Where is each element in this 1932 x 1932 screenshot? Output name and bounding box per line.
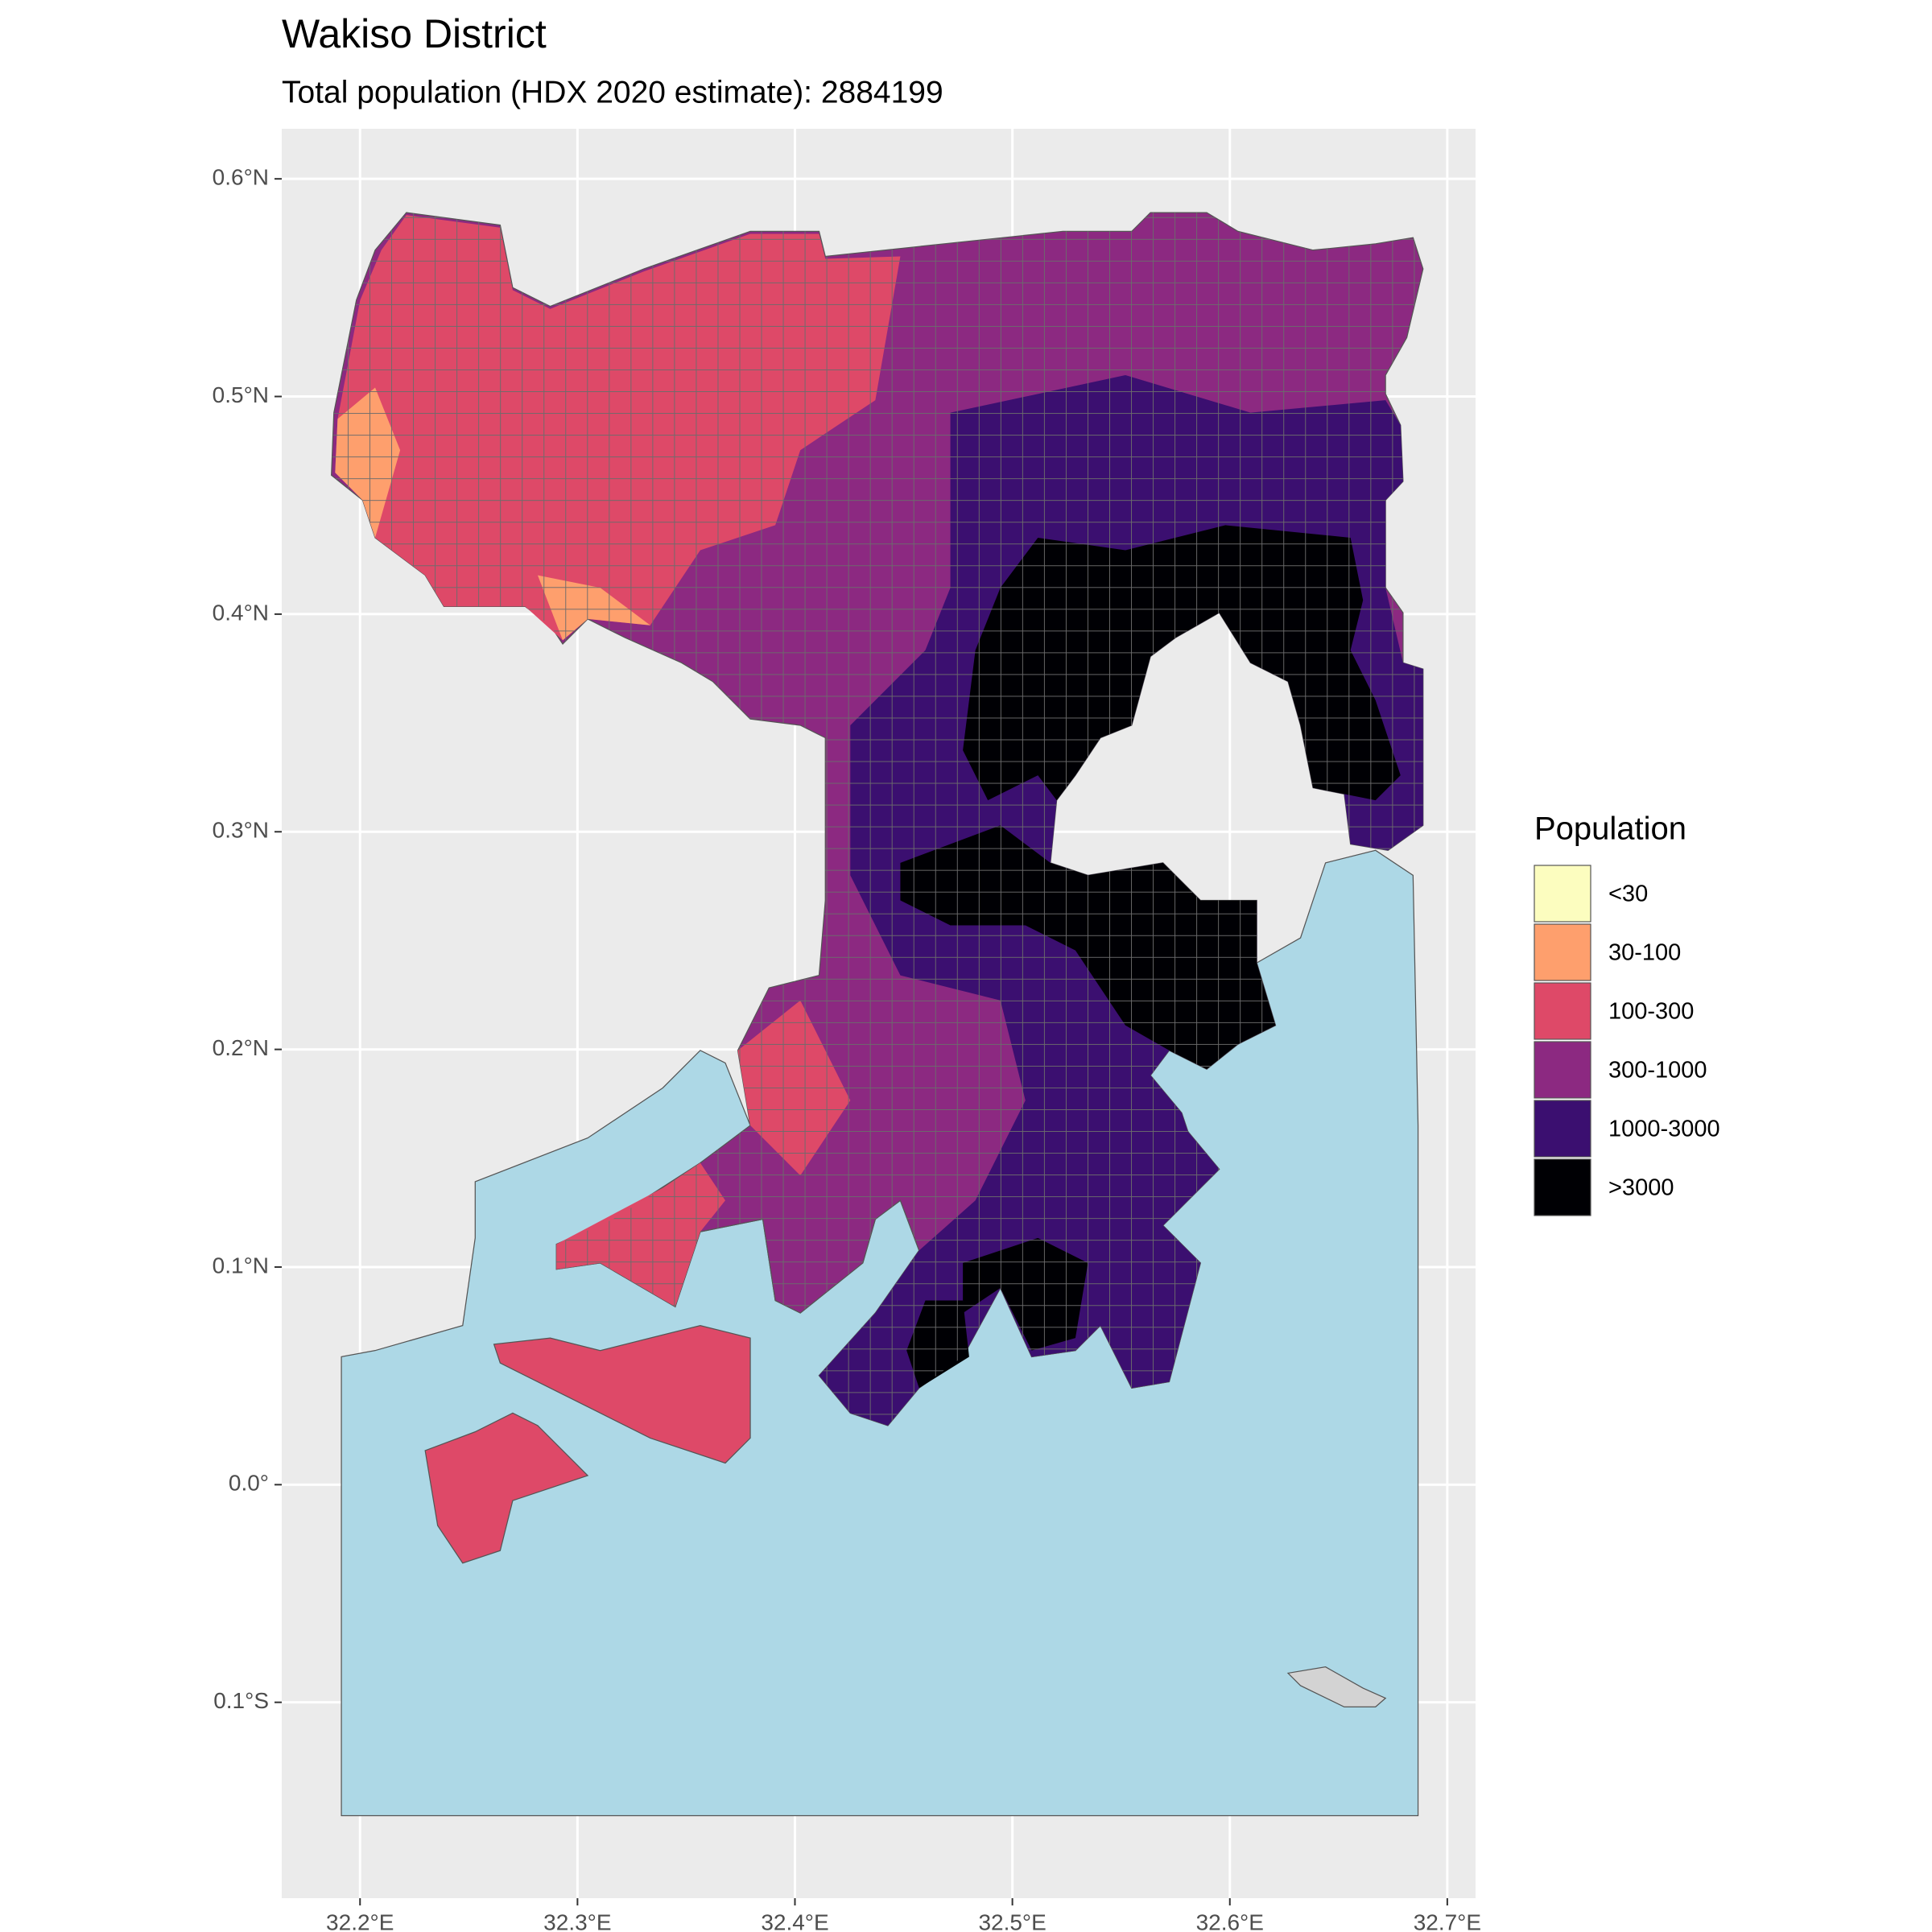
legend: <30 30-100 100-300 300-1000 1000-3000 >3000 bbox=[1534, 865, 1720, 1216]
legend-key bbox=[1534, 1041, 1591, 1099]
map bbox=[331, 212, 1424, 1817]
island bbox=[1286, 1666, 1387, 1708]
cell-grid bbox=[331, 213, 1423, 1426]
x-tick-label: 32.5°E bbox=[978, 1909, 1046, 1932]
legend-label: >3000 bbox=[1608, 1175, 1674, 1201]
x-tick-label: 32.7°E bbox=[1414, 1909, 1481, 1932]
legend-key bbox=[1534, 865, 1591, 923]
y-tick-label: 0.1°S bbox=[213, 1688, 269, 1713]
y-tick-label: 0.5°N bbox=[213, 382, 269, 407]
y-tick-label: 0.0° bbox=[229, 1471, 269, 1496]
y-tick-label: 0.6°N bbox=[213, 165, 269, 190]
title: Wakiso District bbox=[282, 11, 547, 56]
y-tick-label: 0.3°N bbox=[213, 818, 269, 843]
legend-label: 300-1000 bbox=[1608, 1058, 1707, 1084]
legend-title: Population bbox=[1534, 811, 1686, 847]
y-tick-label: 0.2°N bbox=[213, 1035, 269, 1060]
x-tick-label: 32.6°E bbox=[1196, 1909, 1264, 1932]
legend-key bbox=[1534, 923, 1591, 981]
legend-label: 30-100 bbox=[1608, 940, 1681, 966]
island bbox=[424, 1412, 589, 1564]
x-tick-label: 32.2°E bbox=[326, 1909, 394, 1932]
legend-label: 1000-3000 bbox=[1608, 1117, 1720, 1142]
y-tick-label: 0.1°N bbox=[213, 1253, 269, 1278]
legend-key bbox=[1534, 1158, 1591, 1216]
legend-key bbox=[1534, 1100, 1591, 1158]
x-tick-label: 32.4°E bbox=[761, 1909, 828, 1932]
legend-key bbox=[1534, 982, 1591, 1040]
subtitle: Total population (HDX 2020 estimate): 28… bbox=[282, 75, 943, 109]
y-tick-label: 0.4°N bbox=[213, 600, 269, 625]
legend-label: 100-300 bbox=[1608, 999, 1694, 1025]
x-tick-label: 32.3°E bbox=[543, 1909, 611, 1932]
axes: 32.2°E 32.3°E 32.4°E 32.5°E 32.6°E 32.7°E 0.1°… bbox=[213, 165, 1481, 1932]
island bbox=[493, 1324, 751, 1464]
legend-label: <30 bbox=[1608, 881, 1648, 907]
